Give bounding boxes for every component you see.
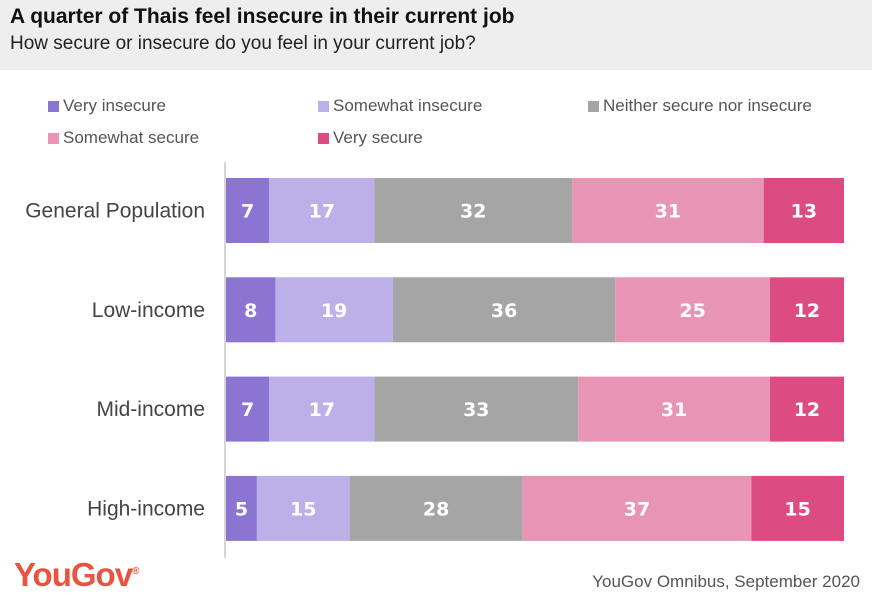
bar-segment-high-income-somewhat-insecure	[256, 475, 350, 541]
data-label: 32	[460, 201, 486, 223]
data-label: 15	[784, 498, 810, 520]
legend-item-somewhat-insecure: Somewhat insecure	[318, 96, 482, 116]
legend-label: Neither secure nor insecure	[603, 96, 812, 115]
chart-subtitle: How secure or insecure do you feel in yo…	[10, 33, 476, 54]
header-banner: A quarter of Thais feel insecure in thei…	[0, 0, 872, 70]
bar-segment-low-income-somewhat-insecure	[275, 277, 393, 343]
source-note: YouGov Omnibus, September 2020	[592, 572, 860, 591]
data-label: 8	[244, 300, 257, 322]
bar-segment-general-population-somewhat-secure	[572, 178, 764, 243]
data-label: 17	[309, 399, 335, 421]
bar-segment-high-income-somewhat-secure	[522, 475, 752, 541]
bar-segment-mid-income-somewhat-insecure	[269, 376, 375, 442]
legend-item-neither-secure-nor-insecure: Neither secure nor insecure	[588, 96, 812, 116]
yougov-logo: YouGov®	[14, 556, 139, 594]
bar-segment-high-income-very-insecure	[226, 475, 257, 541]
category-label-general-population: General Population	[25, 200, 205, 223]
data-label: 12	[794, 300, 820, 322]
chart-title: A quarter of Thais feel insecure in thei…	[10, 5, 515, 28]
bar-segment-mid-income-neither-secure-nor-insecure	[374, 376, 579, 442]
category-label-high-income: High-income	[87, 497, 205, 520]
bar-segment-mid-income-somewhat-secure	[578, 376, 770, 442]
data-label: 19	[321, 300, 347, 322]
bar-segment-general-population-neither-secure-nor-insecure	[374, 178, 573, 243]
legend-swatch	[318, 100, 329, 112]
bar-segment-general-population-somewhat-insecure	[269, 178, 375, 243]
bar-segment-general-population-very-secure	[763, 178, 844, 243]
bar-segment-general-population-very-insecure	[226, 178, 270, 243]
data-label: 7	[241, 201, 254, 223]
category-label-low-income: Low-income	[92, 299, 205, 322]
legend-label: Very insecure	[63, 96, 166, 115]
bar-segment-mid-income-very-secure	[769, 376, 844, 442]
legend-label: Somewhat insecure	[333, 96, 483, 115]
data-label: 28	[423, 498, 449, 520]
legend-swatch	[48, 132, 59, 144]
legend-item-somewhat-secure: Somewhat secure	[48, 128, 199, 148]
data-label: 25	[679, 300, 705, 322]
bar-segment-mid-income-very-insecure	[226, 376, 270, 442]
data-label: 33	[463, 399, 489, 421]
bar-segment-high-income-neither-secure-nor-insecure	[349, 475, 523, 541]
legend-swatch	[48, 100, 59, 112]
legend-label: Very secure	[333, 128, 423, 147]
data-label: 31	[661, 399, 687, 421]
bar-segment-low-income-very-secure	[769, 277, 844, 343]
legend-swatch	[318, 132, 329, 144]
bar-segment-high-income-very-secure	[751, 475, 844, 541]
legend-label: Somewhat secure	[63, 128, 200, 147]
data-label: 12	[794, 399, 820, 421]
category-label-mid-income: Mid-income	[96, 398, 205, 421]
data-label: 36	[491, 300, 517, 322]
legend-swatch	[588, 100, 599, 112]
brand-text: YouGov	[14, 556, 133, 593]
bar-segment-low-income-somewhat-secure	[615, 277, 770, 343]
data-label: 37	[624, 498, 650, 520]
data-label: 31	[655, 201, 681, 223]
bar-segment-low-income-very-insecure	[226, 277, 276, 343]
registered-mark: ®	[132, 566, 140, 577]
bar-segment-low-income-neither-secure-nor-insecure	[392, 277, 616, 343]
data-label: 15	[290, 498, 316, 520]
data-label: 7	[241, 399, 254, 421]
legend-item-very-insecure: Very insecure	[48, 96, 166, 116]
legend-item-very-secure: Very secure	[318, 128, 423, 148]
data-label: 5	[235, 498, 248, 520]
data-label: 17	[309, 201, 335, 223]
data-label: 13	[791, 201, 817, 223]
